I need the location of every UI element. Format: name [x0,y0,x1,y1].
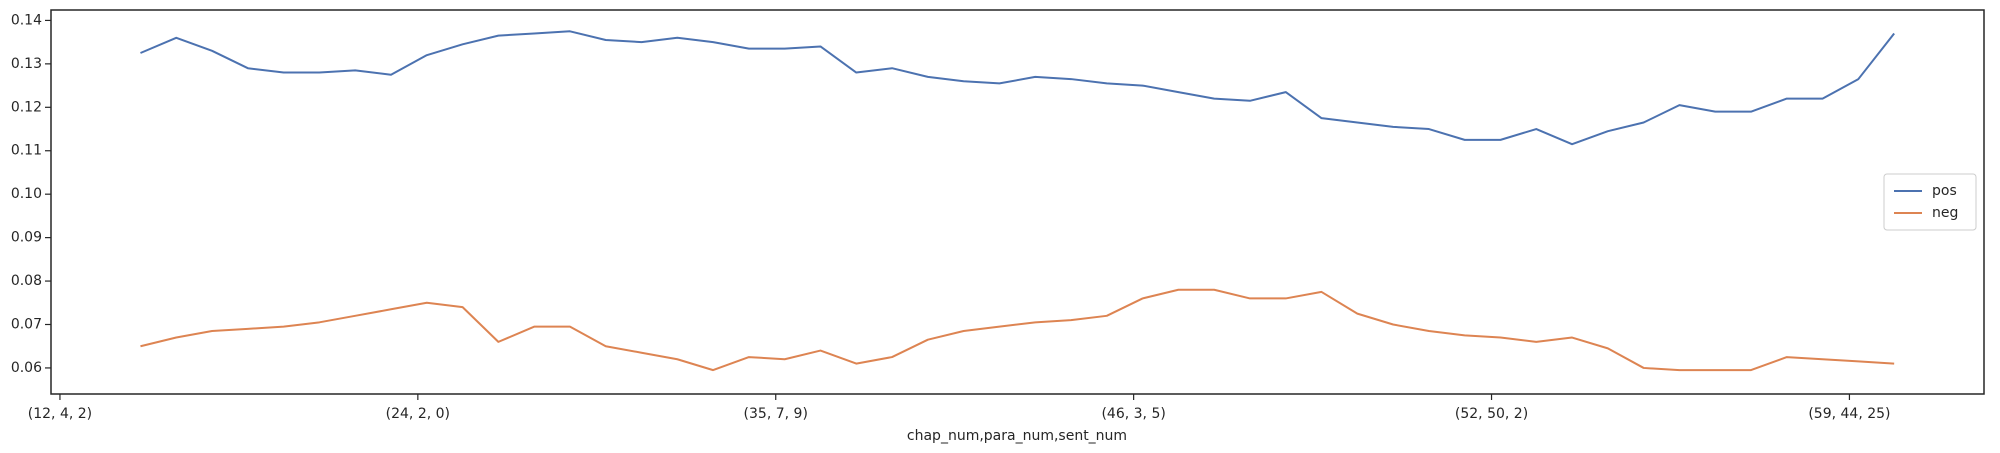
y-tick-label: 0.13 [11,56,42,72]
x-axis-label: chap_num,para_num,sent_num [907,428,1127,444]
y-tick-label: 0.10 [11,186,42,202]
y-tick-label: 0.08 [11,273,42,289]
y-tick-label: 0.12 [11,99,42,115]
legend-label: pos [1932,183,1957,199]
x-tick-label: (12, 4, 2) [28,406,92,422]
legend: pos neg [1883,173,1977,231]
x-tick-label: (35, 7, 9) [744,406,808,422]
line [140,30,1895,146]
y-tick-label: 0.14 [11,12,42,28]
x-tick-label: (24, 2, 0) [386,406,450,422]
y-tick-label: 0.11 [11,143,42,159]
x-tick-label: (59, 44, 25) [1808,406,1890,422]
y-tick-label: 0.07 [11,316,42,332]
x-tick-label: (52, 50, 2) [1455,406,1528,422]
legend-label: neg [1932,205,1958,221]
plot-frame [50,9,1985,395]
y-tick-label: 0.09 [11,230,42,246]
legend-box [1883,173,1977,231]
line [140,288,1895,372]
x-tick-label: (46, 3, 5) [1101,406,1165,422]
y-tick-label: 0.06 [11,360,42,376]
